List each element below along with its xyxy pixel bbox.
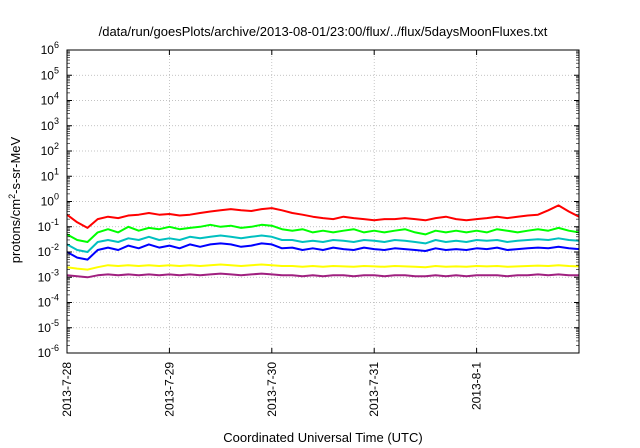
- x-tick-label: 2013-7-29: [162, 362, 176, 417]
- y-tick-label: 100: [41, 192, 59, 209]
- chart-title: /data/run/goesPlots/archive/2013-08-01/2…: [99, 24, 548, 39]
- x-tick-label: 2013-7-30: [265, 362, 279, 417]
- y-tick-label: 10-6: [38, 343, 59, 360]
- x-axis-label: Coordinated Universal Time (UTC): [223, 430, 422, 445]
- x-tick-label: 2013-8-1: [470, 362, 484, 410]
- series-line-3: [66, 234, 580, 253]
- y-tick-label: 101: [41, 166, 59, 183]
- grid: [67, 50, 579, 353]
- y-axis: 10-6 10-5 10-4 10-3 10-2 10-1 100 101 102 103 104 1…: [38, 40, 579, 360]
- x-tick-label: 2013-7-28: [60, 362, 74, 417]
- y-tick-label: 102: [41, 141, 59, 158]
- series-line-2: [66, 223, 580, 243]
- y-tick-label: 10-4: [38, 293, 59, 310]
- x-tick-label: 2013-7-31: [367, 362, 381, 417]
- y-tick-label: 10-1: [38, 217, 59, 234]
- y-tick-label: 10-3: [38, 267, 59, 284]
- y-axis-label-sup: 2: [7, 194, 17, 199]
- series-line-5: [66, 263, 580, 271]
- series-line-4: [66, 242, 580, 261]
- y-tick-label: 104: [41, 91, 59, 108]
- series-line-1: [66, 204, 580, 229]
- y-axis-label: protons/cm2-s-sr-MeV: [7, 136, 23, 263]
- y-tick-label: 10-2: [38, 242, 59, 259]
- y-tick-label: 103: [41, 116, 59, 133]
- y-tick-label: 105: [41, 65, 59, 82]
- series-line-6: [66, 272, 579, 279]
- x-axis: 2013-7-28 2013-7-29 2013-7-30 2013-7-31 2013…: [60, 50, 484, 417]
- y-axis-label-before: protons/cm: [8, 199, 23, 263]
- y-tick-label: 106: [41, 40, 59, 57]
- y-axis-label-after: -s-sr-MeV: [8, 136, 23, 193]
- y-tick-label: 10-5: [38, 318, 59, 335]
- series-layer: [66, 204, 580, 279]
